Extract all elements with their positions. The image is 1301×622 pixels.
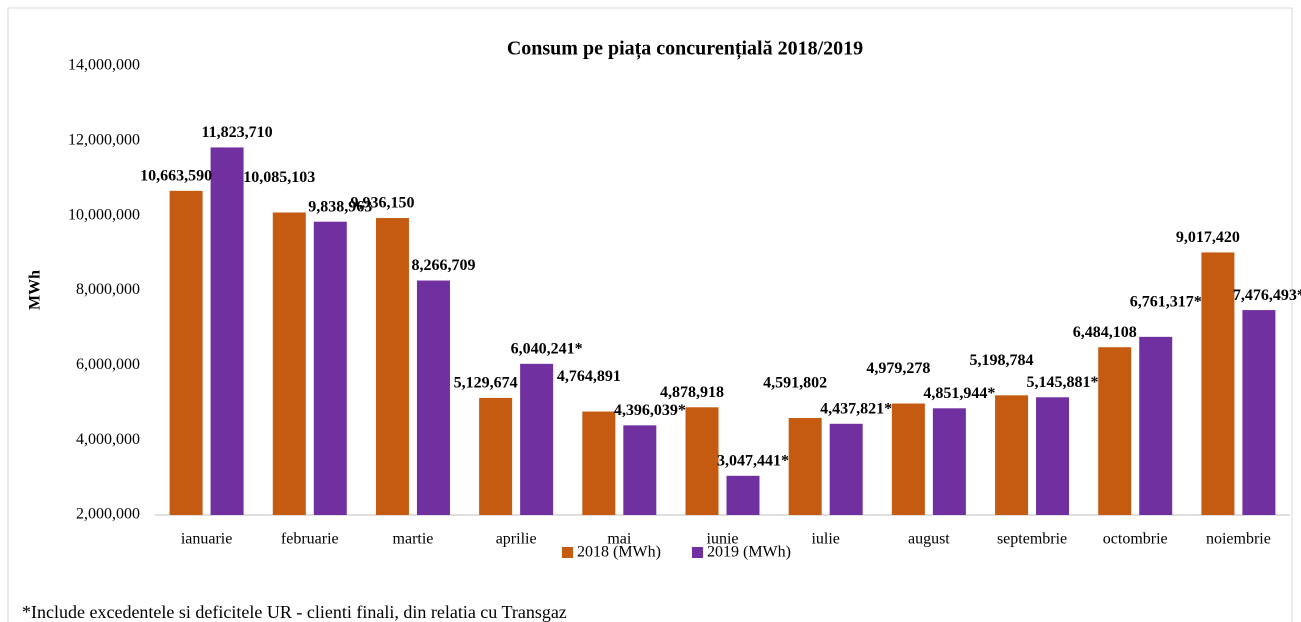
- x-tick-label: august: [908, 531, 950, 548]
- x-tick-label: iunie: [707, 531, 739, 548]
- y-tick-label: 12,000,000: [68, 132, 140, 149]
- footnote: *Include excedentele si deficitele UR - …: [22, 602, 567, 622]
- y-axis-label: MWh: [27, 270, 44, 310]
- value-label: 4,591,802: [763, 375, 827, 392]
- x-tick-label: octombrie: [1103, 531, 1168, 548]
- bar: [520, 363, 554, 515]
- bar: [685, 407, 719, 515]
- value-label: 6,761,317*: [1130, 294, 1202, 311]
- y-tick-label: 10,000,000: [68, 206, 140, 223]
- value-label: 4,764,891: [557, 368, 621, 385]
- legend-label: 2018 (MWh): [577, 544, 661, 561]
- bar: [932, 408, 966, 515]
- value-label: 9,017,420: [1176, 229, 1240, 246]
- bar: [416, 280, 450, 515]
- bar: [1036, 397, 1070, 515]
- value-label: 11,823,710: [202, 124, 273, 141]
- bar: [788, 418, 822, 515]
- bar: [1242, 310, 1276, 515]
- x-tick-label: martie: [393, 531, 434, 548]
- bar: [210, 147, 244, 516]
- x-tick-label: aprilie: [496, 531, 537, 548]
- value-label: 4,396,039*: [614, 402, 686, 419]
- value-label: 5,198,784: [970, 352, 1034, 369]
- value-label: 9,838,963: [308, 198, 372, 215]
- x-tick-label: septembrie: [997, 531, 1067, 548]
- bar: [1201, 252, 1235, 516]
- bar: [623, 425, 657, 515]
- bar: [582, 411, 616, 515]
- value-label: 7,476,493*: [1233, 287, 1301, 304]
- value-label: 6,040,241*: [511, 340, 583, 357]
- bar: [891, 403, 925, 515]
- y-tick-label: 6,000,000: [76, 356, 140, 373]
- value-label: 10,663,590: [140, 168, 212, 185]
- chart-title: Consum pe piața concurențială 2018/2019: [507, 38, 863, 61]
- bar: [479, 397, 513, 515]
- x-tick-label: mai: [607, 531, 632, 548]
- x-tick-label: ianuarie: [181, 531, 233, 548]
- value-label: 5,145,881*: [1027, 374, 1099, 391]
- legend-swatch: [692, 547, 703, 558]
- bar: [995, 395, 1029, 515]
- legend-swatch: [562, 547, 573, 558]
- value-label: 5,129,674: [454, 375, 518, 392]
- x-tick-label: iulie: [811, 531, 839, 548]
- value-label: 6,484,108: [1073, 324, 1137, 341]
- bar: [726, 475, 760, 515]
- value-label: 4,878,918: [660, 384, 724, 401]
- bar: [272, 212, 306, 515]
- x-tick-label: noiembrie: [1206, 531, 1271, 548]
- value-label: 4,979,278: [866, 360, 930, 377]
- value-label: 3,047,441*: [717, 452, 789, 469]
- y-tick-label: 8,000,000: [76, 281, 140, 298]
- bar: [313, 221, 347, 515]
- x-tick-label: februarie: [281, 531, 339, 548]
- y-tick-label: 4,000,000: [76, 431, 140, 448]
- value-label: 4,437,821*: [820, 400, 892, 417]
- value-label: 4,851,944*: [923, 385, 995, 402]
- y-tick-label: 2,000,000: [76, 506, 140, 523]
- bar: [1098, 347, 1132, 515]
- bar: [829, 423, 863, 515]
- bar: [1139, 336, 1173, 515]
- value-label: 8,266,709: [411, 257, 475, 274]
- legend-label: 2019 (MWh): [707, 544, 791, 561]
- value-label: 9,936,150: [350, 195, 414, 212]
- bar: [169, 190, 203, 515]
- value-label: 10,085,103: [243, 169, 315, 186]
- bar: [375, 218, 409, 515]
- y-tick-label: 14,000,000: [68, 57, 140, 74]
